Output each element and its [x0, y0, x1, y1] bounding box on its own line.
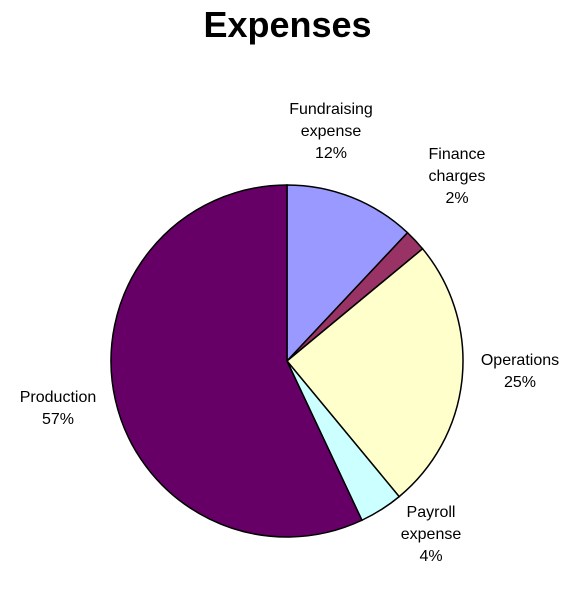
pie-label: Fundraising expense 12% — [289, 101, 373, 162]
pie-slice-production — [110, 184, 363, 538]
pie-label: Payroll expense 4% — [401, 504, 462, 565]
pie-label-name: Production — [20, 389, 97, 406]
pie-slice-fundraising-expense — [286, 184, 409, 363]
pie-label: Production 57% — [20, 389, 97, 428]
pie-label-name: Finance — [429, 146, 486, 163]
pie-slices — [110, 184, 464, 538]
pie-label: Finance charges 2% — [429, 146, 486, 207]
pie-label-percent: 2% — [445, 190, 468, 207]
pie-label-percent: 4% — [419, 548, 442, 565]
pie-label-name: Operations — [481, 352, 559, 369]
pie-label-percent: 57% — [42, 411, 74, 428]
pie-labels: Fundraising expense 12% Finance charges 2% Ope… — [20, 101, 559, 565]
pie-label-name: charges — [429, 168, 486, 185]
pie-label: Operations 25% — [481, 352, 559, 391]
pie-slice-operations — [285, 247, 464, 498]
pie-label-percent: 25% — [504, 374, 536, 391]
pie-label-percent: 12% — [315, 145, 347, 162]
pie-label-name: expense — [301, 123, 362, 140]
pie-label-name: Payroll — [407, 504, 456, 521]
chart-title: Expenses — [203, 4, 372, 45]
pie-label-name: expense — [401, 526, 462, 543]
pie-label-name: Fundraising — [289, 101, 373, 118]
